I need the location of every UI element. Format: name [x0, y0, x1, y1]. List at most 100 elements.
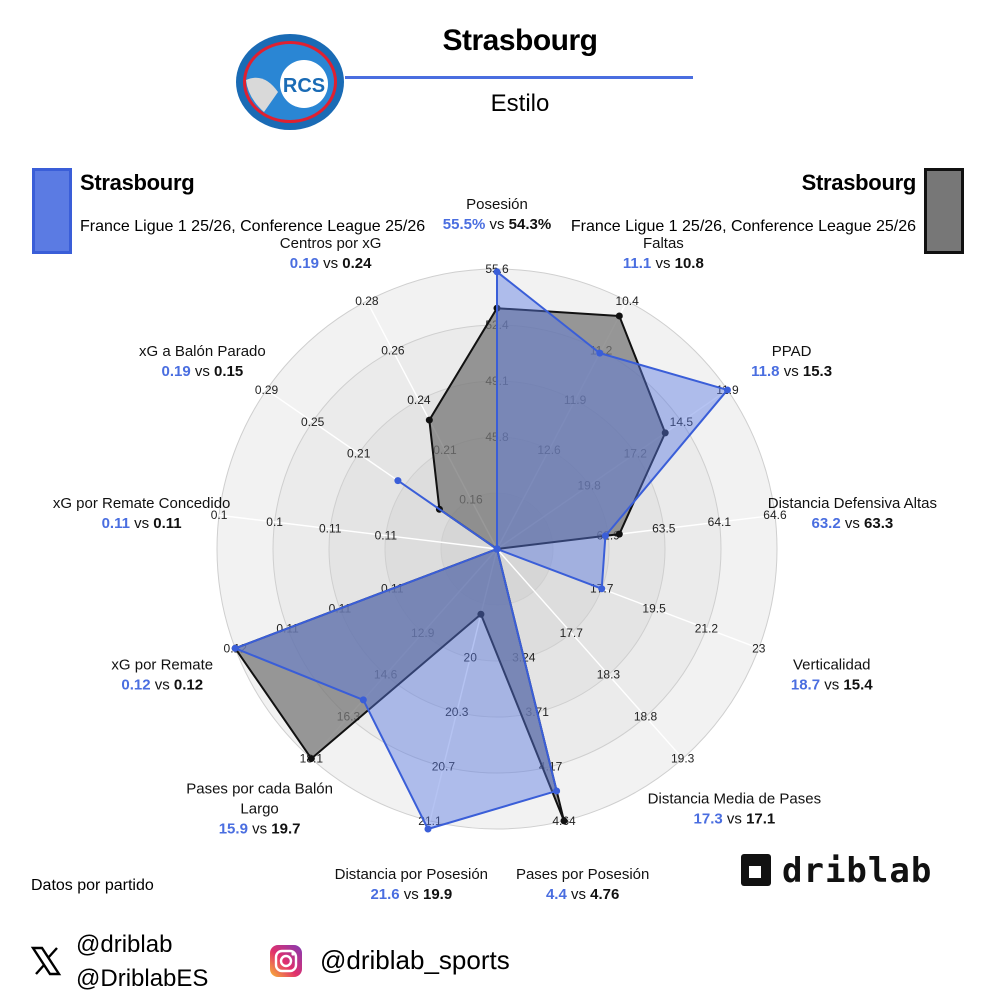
- club-logo-icon: RCS: [236, 34, 344, 130]
- axis-value-pair: 11.8 vs 15.3: [751, 363, 832, 380]
- axis-label: Faltas: [643, 235, 684, 252]
- value-right: 19.7: [271, 821, 300, 838]
- value-left: 17.3: [694, 811, 723, 828]
- value-left: 63.2: [812, 515, 841, 532]
- tick-label: 63.5: [652, 522, 676, 536]
- axis-value-pair: 0.11 vs 0.11: [102, 515, 182, 532]
- series-left-polygon-point: [601, 532, 609, 540]
- tick-label: 10.4: [615, 294, 639, 308]
- axis-value-pair: 17.3 vs 17.1: [694, 811, 776, 828]
- axis-value-pair: 0.19 vs 0.24: [290, 255, 372, 272]
- value-right: 54.3%: [509, 216, 552, 233]
- tick-label: 14.5: [670, 415, 694, 429]
- instagram-handle[interactable]: @driblab_sports: [320, 945, 510, 975]
- spoke-10: [218, 514, 498, 550]
- value-left: 0.11: [102, 515, 130, 532]
- series-left-polygon-point: [359, 696, 367, 704]
- tick-label: 0.21: [347, 447, 371, 461]
- value-right: 0.24: [342, 255, 372, 272]
- axis-label: xG por Remate Concedido: [53, 495, 231, 512]
- tick-label: 18.8: [634, 710, 658, 724]
- tick-label: 0.25: [301, 415, 325, 429]
- tick-label: 0.24: [407, 393, 431, 407]
- page-title: Strasbourg: [442, 24, 598, 57]
- axis-label: Distancia Defensiva Altas: [768, 495, 937, 512]
- axis-label: Distancia por Posesión: [335, 866, 488, 883]
- value-right: 19.9: [423, 886, 452, 903]
- value-left: 11.8: [751, 363, 779, 380]
- axis-label: Distancia Media de Pases: [648, 791, 821, 808]
- legend-competition-right: France Ligue 1 25/26, Conference League …: [570, 218, 916, 235]
- series-left-polygon-point: [424, 825, 432, 833]
- instagram-icon: [270, 945, 302, 977]
- tick-label: 17.7: [560, 626, 584, 640]
- value-right: 15.4: [843, 677, 873, 694]
- x-handle-primary[interactable]: @driblab: [76, 931, 173, 958]
- series-left-polygon-point: [231, 644, 239, 652]
- tick-label: 0.1: [211, 508, 228, 522]
- axis-label: xG a Balón Parado: [139, 343, 266, 360]
- value-left: 18.7: [791, 677, 820, 694]
- axis-label: Posesión: [466, 196, 528, 213]
- value-right: 10.8: [675, 255, 704, 272]
- x-handle-secondary[interactable]: @DriblabES: [76, 965, 209, 992]
- value-right: 4.76: [590, 886, 619, 903]
- tick-label: 0.26: [381, 344, 405, 358]
- series-left-polygon-point: [493, 268, 501, 276]
- axis-value-pair: 0.12 vs 0.12: [121, 677, 203, 694]
- series-right-polygon-point: [560, 817, 568, 825]
- title-underline: [345, 76, 693, 79]
- axis-label: Pases por Posesión: [516, 866, 649, 883]
- series-right-polygon-point: [615, 312, 623, 320]
- value-right: 15.3: [803, 363, 832, 380]
- tick-label: 18.3: [597, 668, 621, 682]
- legend-swatch-left: [32, 168, 72, 254]
- tick-label: 20.3: [445, 705, 469, 719]
- x-logo-icon: [30, 946, 62, 976]
- value-left: 55.5%: [443, 216, 486, 233]
- series-left-polygon-point: [394, 477, 402, 485]
- value-left: 11.1: [623, 255, 651, 272]
- tick-label: 23: [752, 641, 766, 655]
- tick-label: 64.6: [763, 508, 787, 522]
- value-left: 0.19: [290, 255, 319, 272]
- value-left: 0.12: [121, 677, 150, 694]
- value-right: 0.12: [174, 677, 203, 694]
- series-left-polygon: [234, 270, 729, 831]
- footnote: Datos por partido: [31, 877, 154, 894]
- tick-label: 0.11: [375, 528, 398, 542]
- value-left: 15.9: [219, 821, 248, 838]
- axis-value-pair: 15.9 vs 19.7: [219, 821, 301, 838]
- axis-value-pair: 0.19 vs 0.15: [161, 363, 243, 380]
- tick-label: 0.1: [266, 515, 283, 529]
- value-left: 21.6: [370, 886, 399, 903]
- tick-label: 19.5: [642, 602, 666, 616]
- value-right: 0.15: [214, 363, 243, 380]
- value-left: 4.4: [546, 886, 568, 903]
- series-right-polygon-point: [615, 530, 623, 538]
- series-left-polygon-point: [493, 545, 501, 553]
- series-left-polygon-point: [596, 349, 604, 357]
- axis-value-pair: 55.5% vs 54.3%: [443, 216, 551, 233]
- axis-value-pair: 4.4 vs 4.76: [546, 886, 619, 903]
- tick-label: 21.1: [418, 814, 442, 828]
- axis-value-pair: 21.6 vs 19.9: [370, 886, 452, 903]
- svg-text:RCS: RCS: [283, 75, 325, 97]
- tick-label: 20.7: [432, 759, 456, 773]
- tick-label: 64.1: [708, 515, 732, 529]
- spoke-5: [496, 548, 684, 760]
- axis-label: Verticalidad: [793, 657, 871, 674]
- axis-label: xG por Remate: [111, 657, 213, 674]
- axis-label: PPAD: [772, 343, 812, 360]
- value-right: 63.3: [864, 515, 893, 532]
- tick-label: 20: [464, 651, 478, 665]
- axis-value-pair: 11.1 vs 10.8: [623, 255, 704, 272]
- axis-label: Centros por xG: [280, 235, 382, 252]
- page-subtitle: Estilo: [490, 90, 550, 117]
- series-right-polygon-point: [661, 429, 669, 437]
- axis-value-pair: 63.2 vs 63.3: [812, 515, 894, 532]
- tick-label: 19.3: [671, 752, 695, 766]
- axis-value-pair: 18.7 vs 15.4: [791, 677, 873, 694]
- series-right-polygon-point: [307, 755, 315, 763]
